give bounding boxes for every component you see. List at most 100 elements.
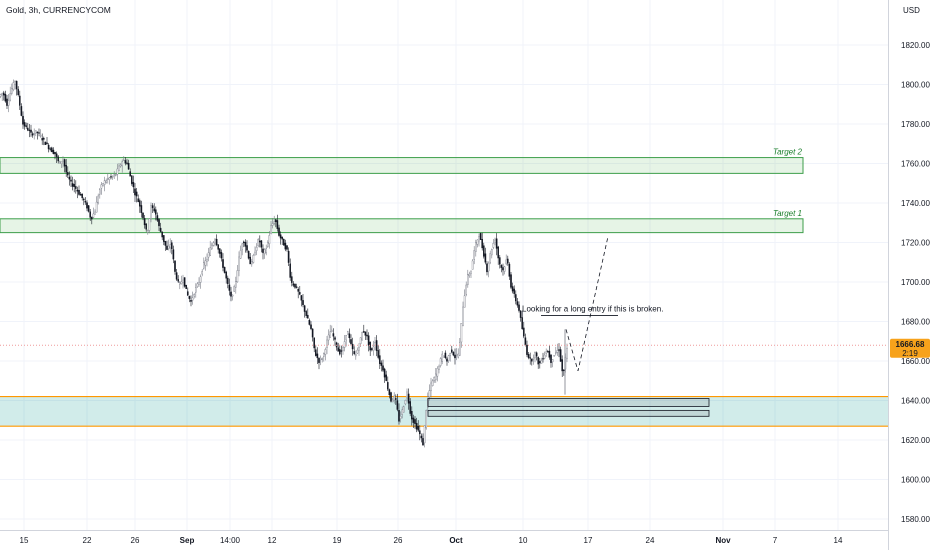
candle-body: [471, 260, 474, 270]
candle-body: [129, 171, 132, 177]
candle-body: [292, 283, 295, 286]
candle-body: [326, 339, 328, 348]
candle-body: [241, 243, 244, 250]
candle-body: [428, 390, 431, 397]
candle-body: [342, 347, 344, 351]
candle-body: [92, 213, 95, 218]
candle-body: [212, 242, 215, 246]
candle-body: [166, 245, 168, 250]
candle-body: [430, 382, 432, 392]
y-tick-label: 1760.00: [901, 160, 930, 169]
candle-body: [172, 249, 175, 260]
candle-body: [233, 286, 236, 292]
candle-body: [25, 125, 28, 127]
candle-body: [550, 354, 552, 363]
candle-body: [532, 357, 535, 360]
candle-body: [138, 200, 141, 207]
candle-body: [270, 225, 272, 234]
candle-body: [555, 352, 557, 354]
candle-body: [65, 165, 67, 173]
price-axis[interactable]: USD 1820.00 1800.00 1780.00 1760.00 1740.00 17…: [888, 0, 932, 550]
candle-body: [566, 347, 568, 359]
candle-body: [228, 284, 231, 291]
candle-body: [3, 92, 5, 96]
candle-body: [230, 291, 232, 297]
candle-body: [324, 349, 327, 355]
candles-layer[interactable]: [0, 79, 568, 448]
candle-body: [124, 160, 127, 164]
candle-body: [15, 80, 18, 90]
candle-body: [62, 159, 64, 162]
projection-path: [565, 236, 609, 371]
x-tick-label: 12: [268, 536, 277, 545]
candle-body: [299, 292, 301, 295]
candle-body: [31, 133, 34, 136]
candle-body: [81, 193, 83, 199]
plot-background: [0, 0, 888, 550]
candle-body: [278, 227, 280, 236]
price-label-value: 1666.68: [896, 340, 925, 349]
candle-body: [271, 223, 274, 226]
candle-body: [132, 182, 135, 188]
candle-body: [542, 358, 544, 360]
candle-body: [316, 353, 319, 359]
price-label-countdown: 2:19: [902, 349, 918, 358]
candle-body: [63, 159, 66, 167]
candle-body: [443, 355, 445, 358]
candle-body: [358, 346, 360, 351]
candle-body: [454, 354, 456, 359]
candle-body: [315, 349, 317, 356]
candle-body: [154, 209, 157, 215]
candle-body: [43, 137, 45, 140]
candle-body: [267, 242, 269, 247]
candle-body: [371, 348, 373, 350]
candle-body: [202, 262, 205, 269]
candle-body: [183, 277, 186, 287]
y-tick-label: 1700.00: [901, 278, 930, 287]
candle-body: [249, 256, 252, 265]
candle-body: [134, 188, 136, 196]
candle-body: [411, 411, 413, 420]
candle-body: [265, 248, 268, 254]
candle-body: [98, 189, 101, 195]
candle-body: [449, 352, 452, 356]
candle-body: [375, 340, 378, 351]
candle-body: [52, 149, 55, 154]
y-tick-label: 1680.00: [901, 318, 930, 327]
candle-body: [111, 176, 114, 178]
candle-body: [379, 355, 381, 364]
candle-body: [535, 352, 538, 357]
candle-body: [231, 294, 234, 297]
candle-body: [359, 337, 362, 344]
candle-body: [491, 249, 493, 256]
candle-body: [353, 351, 356, 354]
candle-body: [481, 238, 484, 249]
candle-body: [500, 265, 503, 268]
candle-body: [164, 240, 167, 246]
candle-body: [198, 282, 200, 285]
candle-body: [347, 331, 349, 335]
candle-body: [503, 266, 506, 272]
candle-body: [252, 255, 255, 263]
candle-body: [108, 177, 111, 180]
candle-body: [393, 395, 396, 401]
candle-body: [287, 250, 290, 263]
candle-body: [150, 205, 152, 219]
candle-body: [215, 238, 218, 246]
candle-body: [433, 376, 436, 382]
candle-body: [257, 239, 260, 247]
candle-body: [494, 239, 496, 243]
y-tick-label: 1620.00: [901, 436, 930, 445]
candle-body: [6, 98, 8, 106]
candle-body: [121, 161, 123, 167]
candle-body: [47, 144, 50, 150]
y-tick-label: 1820.00: [901, 41, 930, 50]
candle-body: [86, 202, 88, 209]
candle-body: [14, 81, 16, 85]
candle-body: [548, 350, 551, 358]
candle-body: [41, 138, 43, 141]
candle-body: [262, 248, 264, 253]
time-axis[interactable]: 15 22 26 Sep 14:00 12 19 26 Oct 10 17 24 Nov 7 14: [0, 530, 888, 546]
candle-body: [214, 239, 216, 244]
